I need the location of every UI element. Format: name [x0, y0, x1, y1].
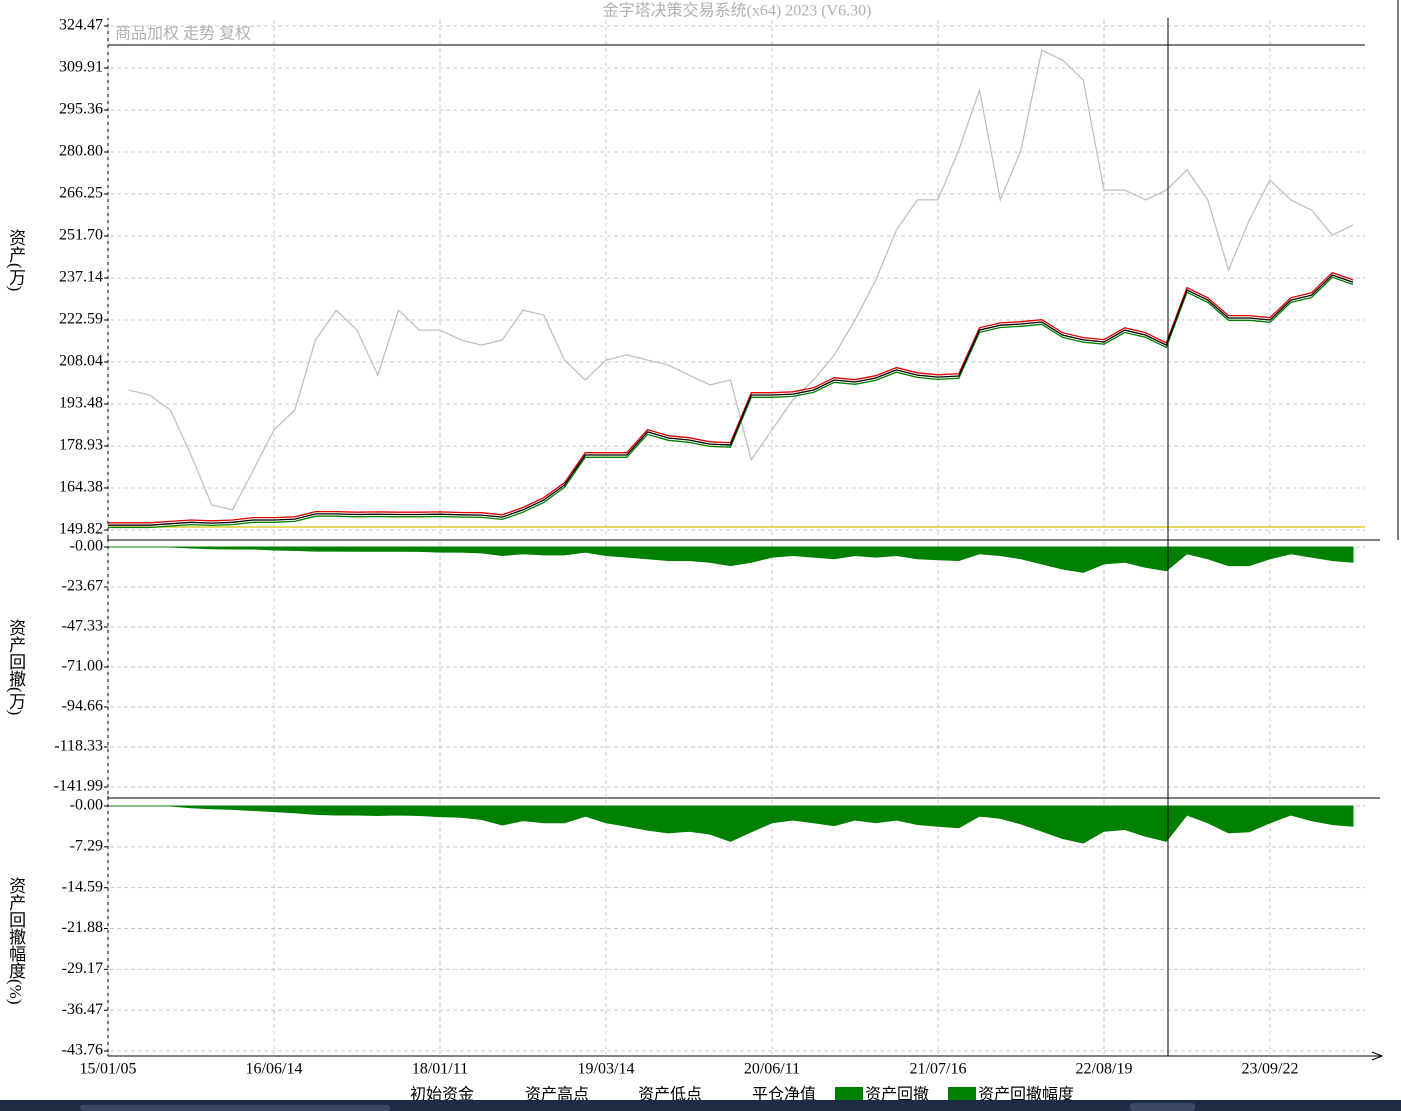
y-tick-label: 237.14	[59, 269, 103, 286]
legend-label: 平仓净值	[752, 1086, 816, 1104]
y-tick-label: 149.82	[59, 521, 103, 538]
legend-label: 资产低点	[638, 1086, 702, 1104]
x-axis-arrow	[1371, 1051, 1384, 1061]
y-tick-label: 178.93	[59, 437, 103, 454]
y-tick-label: 324.47	[59, 17, 103, 34]
drawdown-area	[108, 805, 1354, 844]
taskbar-item	[1130, 1103, 1195, 1111]
y-tick-label: -118.33	[54, 738, 103, 755]
y-tick-label: 295.36	[59, 101, 103, 118]
y-tick-label: -29.17	[62, 960, 103, 977]
drawdown-area	[108, 546, 1354, 573]
y-tick-label: 266.25	[59, 185, 103, 202]
x-tick-label: 20/06/11	[744, 1061, 800, 1078]
legend-label: 初始资金	[410, 1086, 474, 1104]
legend-swatch	[948, 1087, 976, 1101]
y-tick-label: -0.00	[70, 538, 103, 555]
y-tick-label: 280.80	[59, 143, 103, 160]
y-tick-label: 309.91	[59, 59, 103, 76]
series-line	[108, 276, 1354, 529]
taskbar	[0, 1100, 1401, 1111]
x-tick-label: 16/06/14	[246, 1061, 303, 1078]
legend-label: 资产回撤幅度	[978, 1086, 1074, 1104]
x-tick-label: 22/08/19	[1076, 1061, 1133, 1078]
taskbar-item	[80, 1105, 390, 1111]
legend-label: 资产回撤	[865, 1086, 929, 1104]
y-tick-label: 208.04	[59, 353, 103, 370]
series-line	[108, 271, 1354, 524]
y-tick-label: -36.47	[62, 1001, 103, 1018]
y-tick-label: 193.48	[59, 395, 103, 412]
y-tick-label: 222.59	[59, 311, 103, 328]
y-tick-label: -21.88	[62, 919, 103, 936]
y-tick-label: -14.59	[62, 878, 103, 895]
window-title: 金字塔决策交易系统(x64) 2023 (V6.30)	[603, 2, 872, 20]
y-tick-label: -0.00	[70, 797, 103, 814]
legend-swatch	[835, 1087, 863, 1101]
y-tick-label: -23.67	[62, 578, 103, 595]
legend-label: 资产高点	[525, 1086, 589, 1104]
x-tick-label: 18/01/11	[412, 1061, 468, 1078]
y-tick-label: -94.66	[62, 698, 103, 715]
reference-name: 商品加权 走势 复权	[115, 25, 251, 43]
y-tick-label: 164.38	[59, 479, 103, 496]
y-tick-label: -43.76	[62, 1042, 103, 1059]
y-tick-label: -7.29	[70, 837, 103, 854]
x-tick-label: 21/07/16	[910, 1061, 967, 1078]
x-tick-label: 15/01/05	[80, 1061, 137, 1078]
x-tick-label: 23/09/22	[1242, 1061, 1299, 1078]
x-tick-label: 19/03/14	[578, 1061, 635, 1078]
y-tick-label: 251.70	[59, 227, 103, 244]
series-line	[108, 274, 1354, 526]
y-axis-title: 资产(万)	[6, 229, 26, 291]
y-axis-title: 资产回撤(万)	[6, 619, 26, 715]
y-tick-label: -47.33	[62, 618, 103, 635]
y-tick-label: -141.99	[54, 778, 103, 795]
y-axis-title: 资产回撤幅度(%)	[6, 877, 26, 1005]
y-tick-label: -71.00	[62, 658, 103, 675]
